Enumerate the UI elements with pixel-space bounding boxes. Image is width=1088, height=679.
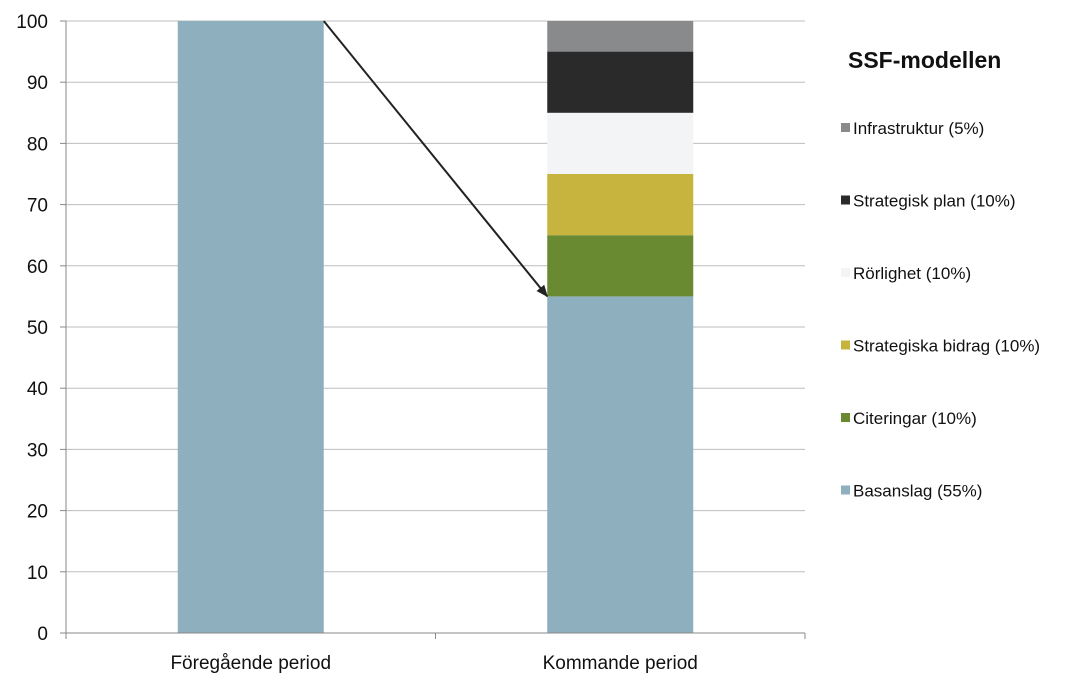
y-tick-label: 70 [27, 196, 48, 217]
arrow-annotation [322, 20, 549, 298]
bar-segment [547, 296, 694, 633]
annotations [322, 20, 549, 298]
y-tick-label: 90 [27, 73, 48, 94]
legend-swatch [841, 195, 850, 205]
legend-label: Citeringar (10%) [853, 409, 977, 428]
y-tick-label: 20 [27, 502, 48, 523]
legend-label: Basanslag (55%) [853, 482, 982, 501]
y-tick-label: 60 [27, 257, 48, 278]
bar-segment [547, 21, 694, 52]
bar-segment [177, 21, 324, 633]
legend-swatch [841, 485, 850, 495]
legend: SSF-modellen Infrastruktur (5%) Strategis… [841, 47, 1040, 501]
y-tick-label: 30 [27, 440, 48, 461]
legend-title: SSF-modellen [848, 47, 1001, 73]
y-tick-label: 40 [27, 379, 48, 400]
legend-label: Strategisk plan (10%) [853, 192, 1016, 211]
bars [177, 21, 694, 633]
grid-lines [66, 20, 805, 573]
legend-swatch [841, 123, 850, 132]
bar-segment [547, 174, 694, 236]
y-tick-label: 50 [27, 318, 48, 339]
bar-segment [547, 51, 694, 113]
x-category-label: Kommande period [543, 653, 698, 674]
y-tick-label: 10 [27, 563, 48, 584]
legend-label: Rörlighet (10%) [853, 264, 971, 283]
x-category-label: Föregående period [170, 653, 331, 674]
legend-label: Infrastruktur (5%) [853, 119, 984, 138]
y-tick-label: 80 [27, 134, 48, 155]
legend-swatch [841, 268, 850, 277]
y-tick-label: 0 [37, 624, 48, 645]
axes: 0 10 20 30 40 50 60 70 80 90 100 Föregående period K… [16, 12, 806, 674]
y-tick-label: 100 [16, 12, 48, 33]
legend-swatch [841, 340, 850, 350]
bar-segment [547, 235, 694, 297]
bar-segment [547, 112, 694, 174]
legend-label: Strategiska bidrag (10%) [853, 337, 1040, 356]
legend-swatch [841, 413, 850, 422]
